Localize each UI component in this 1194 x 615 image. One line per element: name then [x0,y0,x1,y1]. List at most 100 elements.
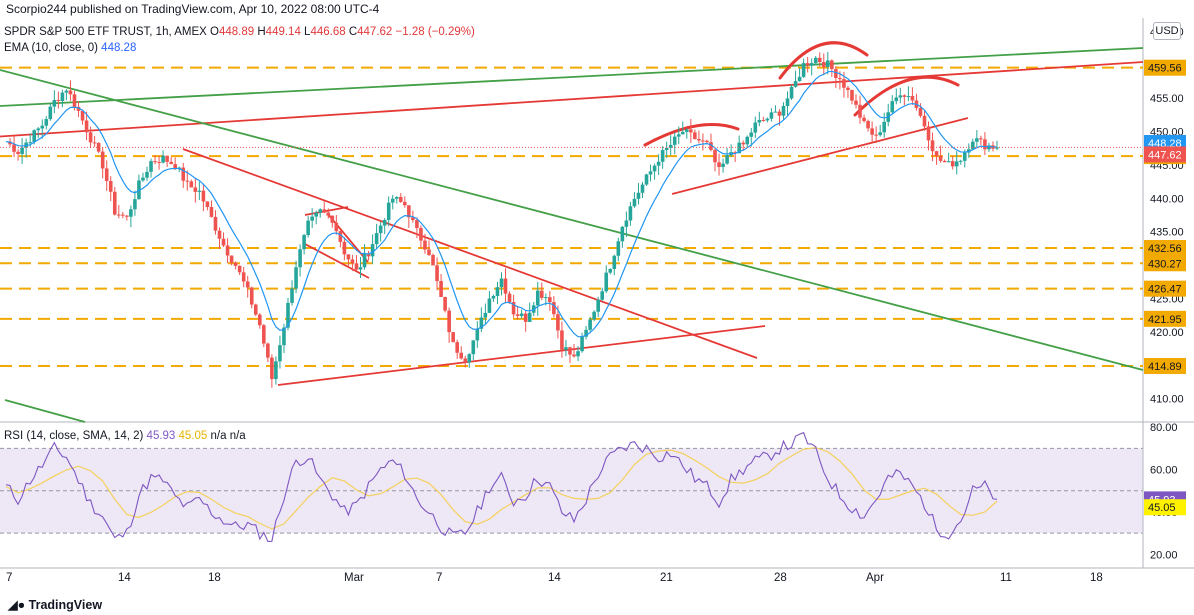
candle-body [544,297,548,299]
candle-body [975,138,979,142]
pattern-arc-2 [853,75,960,117]
ema-value: 448.28 [101,42,137,54]
candle-body [813,57,818,64]
candle-body [366,254,371,257]
candle-body [153,161,157,163]
candle-body [652,165,657,172]
currency-button[interactable]: USD [1153,22,1181,40]
candle-body [88,132,93,143]
candle-body [282,327,286,346]
candle-body [161,155,165,163]
price-tick-label: 455.00 [1150,93,1184,105]
candle-body [983,139,987,150]
candle-body [435,265,439,282]
trend-line-red-4 [304,243,370,279]
candle-body [44,119,49,126]
candle-body [382,219,387,226]
candle-body [761,119,766,121]
pattern-arc-0 [643,123,740,147]
candle-body [274,361,278,380]
candle-body [926,126,931,141]
candle-body [531,305,536,313]
candle-body [689,129,693,133]
candle-body [419,227,423,241]
candle-body [398,197,403,202]
candle-body [209,207,214,217]
candle-body [314,212,318,217]
candle-body [648,171,653,175]
time-tick-label: 18 [1090,572,1103,584]
candle-body [390,198,395,203]
candle-body [620,226,625,242]
symbol-title: SPDR S&P 500 ETF TRUST, 1h, AMEX [4,26,207,38]
candle-body [568,347,572,355]
pattern-arc-1 [778,41,869,80]
candle-body [753,122,758,133]
candle-body [60,92,65,101]
candle-body [394,197,399,199]
candle-body [64,90,69,93]
candle-body [697,138,701,141]
candle-body [826,60,830,67]
candle-body [112,191,117,215]
candle-body [12,144,16,152]
rsi-tick-label: 60.00 [1150,465,1178,477]
candle-body [298,249,302,268]
candle-body [584,329,588,337]
candle-body [427,249,431,255]
price-tick-label: 435.00 [1150,227,1184,239]
candle-body [145,171,149,178]
candle-body [693,132,697,139]
last-price-box [1144,146,1186,163]
candle-body [181,167,186,181]
candle-body [789,86,794,99]
time-tick-label: 28 [774,572,787,584]
candle-body [672,136,677,145]
candle-body [342,241,347,255]
last-price-label: 447.62 [1148,149,1182,161]
candle-body [302,235,306,250]
support-label-box [1144,310,1186,327]
candle-body [894,97,899,102]
price-tick-label: 440.00 [1150,193,1184,205]
candle-body [604,272,609,292]
candle-body [987,145,991,150]
candle-body [902,95,907,97]
candle-body [523,313,528,322]
rsi-tick-label: 80.00 [1150,422,1178,434]
candle-body [777,111,782,116]
candle-body [467,354,472,363]
candle-body [322,209,327,213]
time-tick-label: 18 [208,572,221,584]
candle-body [801,63,806,77]
candle-body [157,162,161,164]
time-tick-label: 21 [660,572,673,584]
rsi-sma-box [1144,499,1186,516]
candle-body [548,297,552,303]
candle-body [862,117,866,122]
ohlc-value-o: 448.89 [218,26,255,38]
candle-body [809,63,814,66]
candle-body [785,98,790,107]
candle-body [741,142,746,145]
candle-body [475,328,480,341]
candle-body [668,144,673,148]
candle-body [830,60,834,70]
candle-body [560,330,564,350]
candle-body [793,81,798,87]
candle-body [930,140,935,152]
candle-body [415,220,419,228]
candle-body [660,150,665,162]
candle-body [628,206,633,221]
candle-body [846,87,850,90]
candle-body [834,69,838,78]
candle-body [193,187,198,192]
ema-legend: EMA (10, close, 0) 448.28 [4,42,136,54]
candle-body [737,142,741,154]
candle-body [52,99,57,107]
candle-body [636,192,641,199]
candle-body [225,245,230,256]
candle-body [189,181,194,188]
ohlc-key-h: H [254,26,266,38]
